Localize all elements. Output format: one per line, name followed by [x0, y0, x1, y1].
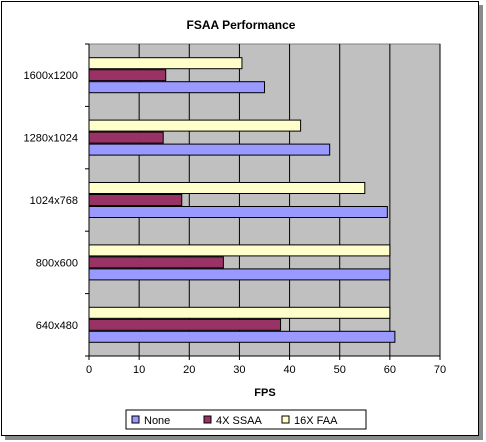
- bar-4x-ssaa-1600x1200: [88, 69, 167, 82]
- x-tick-label: 30: [233, 364, 245, 376]
- x-tick-label: 10: [133, 364, 145, 376]
- y-tick-label: 800x600: [36, 257, 78, 269]
- bar-none-1600x1200: [88, 81, 265, 94]
- bar-16x-faa-800x600: [88, 244, 391, 257]
- bar-4x-ssaa-1280x1024: [88, 131, 164, 144]
- bar-none-1024x768: [88, 206, 388, 218]
- bar-none-1280x1024: [88, 143, 331, 156]
- bar-4x-ssaa-800x600: [88, 256, 224, 269]
- legend-swatch: [131, 415, 140, 424]
- bar-16x-faa-1280x1024: [88, 119, 302, 132]
- bar-16x-faa-1600x1200: [88, 57, 243, 70]
- legend-label: None: [144, 415, 170, 427]
- legend-swatch: [281, 415, 290, 424]
- bar-4x-ssaa-640x480: [88, 318, 282, 331]
- chart-title: FSAA Performance: [187, 18, 296, 32]
- x-tick-label: 60: [384, 364, 396, 376]
- x-tick-label: 40: [283, 364, 295, 376]
- legend-label: 16X FAA: [294, 415, 338, 427]
- bar-16x-faa-1024x768: [88, 182, 366, 194]
- x-tick-label: 50: [334, 364, 346, 376]
- y-tick-label: 1280x1024: [24, 133, 78, 145]
- bar-4x-ssaa-1024x768: [88, 194, 183, 206]
- x-tick-label: 70: [434, 364, 446, 376]
- legend: [125, 409, 367, 430]
- x-tick-label: 0: [86, 364, 92, 376]
- x-axis-title: FPS: [254, 387, 275, 399]
- legend-label: 4X SSAA: [216, 415, 263, 427]
- y-tick-label: 1024x768: [30, 195, 78, 207]
- x-tick-label: 20: [183, 364, 195, 376]
- bar-16x-faa-640x480: [88, 306, 391, 319]
- bar-none-640x480: [88, 330, 396, 343]
- y-tick-label: 1600x1200: [24, 70, 78, 82]
- legend-swatch: [203, 415, 212, 424]
- y-tick-label: 640x480: [36, 320, 78, 332]
- bar-none-800x600: [88, 268, 391, 281]
